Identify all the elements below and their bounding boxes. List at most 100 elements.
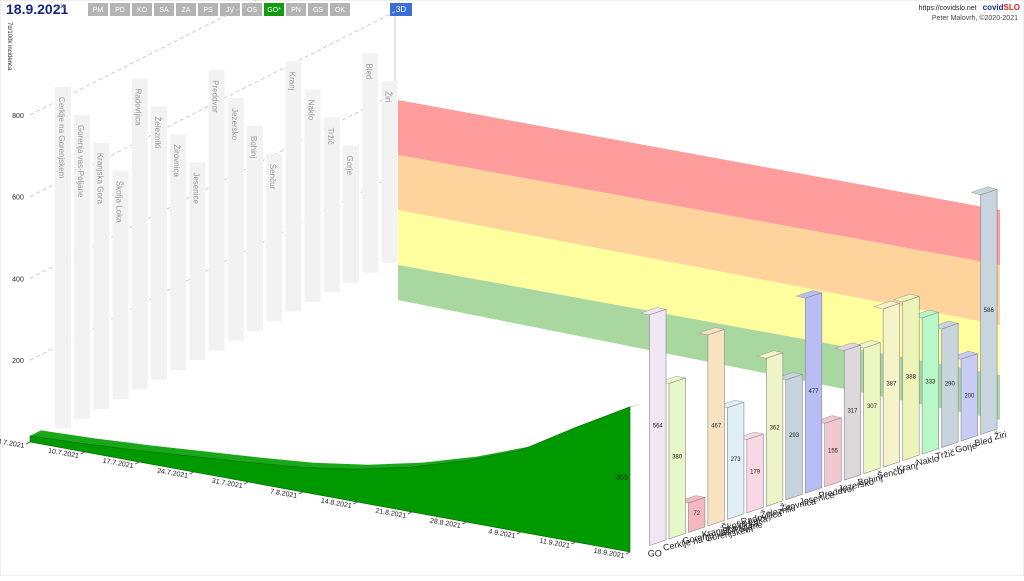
back-wall-bar: [362, 53, 379, 273]
region-label: Naklo: [915, 453, 940, 468]
bar: [785, 374, 803, 501]
value-label: 388: [906, 375, 917, 381]
bar: [688, 497, 706, 533]
back-wall-name: Žiri: [383, 91, 392, 102]
brand: covidSLO: [983, 3, 1020, 12]
back-wall-name: Tržič: [326, 128, 335, 145]
value-label: 477: [809, 389, 820, 395]
back-wall-bar: [304, 89, 321, 302]
back-wall-bar: [170, 134, 187, 370]
back-wall-bar: [93, 142, 110, 409]
mode-label[interactable]: 3D: [396, 5, 406, 14]
bar: [766, 352, 784, 507]
value-label: 355: [616, 474, 628, 481]
date-tick: [80, 451, 85, 455]
nav-button-label[interactable]: PS: [203, 7, 213, 14]
nav-button-label[interactable]: PM: [93, 7, 104, 14]
value-label: 467: [711, 424, 722, 430]
y-tick-label: 600: [12, 195, 24, 202]
nav-button[interactable]: [198, 3, 218, 16]
back-wall-bar: [208, 70, 225, 351]
bar: [746, 433, 764, 514]
value-label: 290: [945, 382, 956, 388]
nav-button[interactable]: [264, 3, 284, 16]
bar: [668, 377, 686, 540]
x-tick-label: 3.7.2021: [0, 438, 25, 450]
value-label: 293: [789, 433, 800, 439]
date-tick: [134, 461, 140, 465]
date-tick: [571, 541, 576, 545]
y-label: 7d/100k incidenca: [6, 22, 12, 71]
series-label: GO: [648, 549, 662, 559]
region-label: Kranj: [896, 460, 919, 474]
date-tick: [189, 471, 194, 475]
back-wall-name: Gorenja vas-Poljane: [76, 125, 85, 198]
back-wall-name: Kranj: [287, 72, 296, 91]
nav-button[interactable]: [132, 3, 152, 16]
y-tick-label: 200: [12, 358, 24, 365]
back-wall-bar: [54, 87, 71, 429]
brand-b: SLO: [1004, 3, 1020, 12]
url[interactable]: https://covidslo.net: [919, 5, 977, 12]
nav-button-label[interactable]: GS: [313, 7, 323, 14]
band-orange: [398, 155, 1000, 325]
y-tick-label: 800: [12, 113, 24, 120]
value-label: 362: [770, 426, 781, 432]
series-area: [29, 406, 631, 553]
nav-button[interactable]: [330, 3, 350, 16]
region-label: Žiri: [993, 429, 1007, 441]
weekday: sob: [56, 4, 66, 10]
nav-button[interactable]: [308, 3, 328, 16]
nav-button[interactable]: [176, 3, 196, 16]
bar: [941, 323, 959, 448]
region-label: Bled: [974, 435, 994, 449]
bar: [707, 328, 725, 527]
nav-button-label[interactable]: JV: [226, 7, 235, 14]
back-wall-name: Škofja Loka: [115, 181, 124, 223]
back-wall-name: Jezersko: [230, 108, 239, 141]
nav-button-label[interactable]: SA: [159, 7, 169, 14]
back-wall-bar: [189, 162, 206, 361]
value-label: 155: [828, 448, 839, 454]
back-wall-bar: [381, 81, 398, 263]
nav-button-label[interactable]: ZA: [182, 7, 191, 14]
nav-button-label[interactable]: PD: [115, 7, 125, 14]
back-wall-name: Gorje: [345, 155, 354, 175]
back-wall-bar: [323, 117, 340, 293]
button-bar: PM PD KO SA ZA PS JV OS GO* PN GS OK: [88, 3, 350, 16]
nav-button-label[interactable]: OS: [247, 7, 257, 14]
nav-button[interactable]: [286, 3, 306, 16]
y-tick-label: 400: [12, 276, 24, 283]
nav-button[interactable]: [110, 3, 130, 16]
back-wall-name: Naklo: [307, 100, 316, 121]
value-label: 586: [984, 308, 995, 314]
nav-button[interactable]: [88, 3, 108, 16]
date-tick: [516, 531, 522, 535]
mode-button[interactable]: [390, 3, 412, 16]
nav-button[interactable]: [242, 3, 262, 16]
credit: Peter Malovrh, ©2020-2021: [932, 14, 1018, 22]
bar: [921, 311, 939, 455]
bar: [863, 342, 881, 475]
date-tick: [407, 511, 413, 515]
back-wall-bar: [285, 61, 302, 312]
nav-button-label[interactable]: GO*: [267, 7, 281, 14]
nav-button-label[interactable]: OK: [335, 7, 345, 14]
date-tick: [625, 551, 631, 555]
nav-button-label[interactable]: PN: [291, 7, 301, 14]
nav-button-label[interactable]: KO: [137, 7, 148, 14]
series-top: [30, 403, 642, 470]
bar: [902, 296, 920, 462]
value-label: 200: [964, 393, 975, 399]
date-tick: [353, 501, 358, 505]
value-label: 380: [672, 454, 683, 460]
region-label: Tržič: [935, 447, 956, 461]
nav-button[interactable]: [220, 3, 240, 16]
bar: [649, 308, 667, 546]
back-wall-bar: [112, 170, 129, 400]
nav-button[interactable]: [154, 3, 174, 16]
value-label: 307: [867, 404, 878, 410]
back-wall-bar: [266, 153, 283, 322]
bar: [882, 302, 901, 468]
